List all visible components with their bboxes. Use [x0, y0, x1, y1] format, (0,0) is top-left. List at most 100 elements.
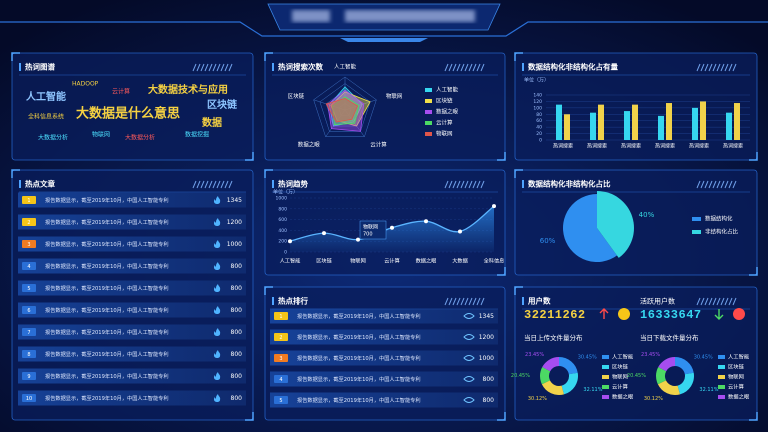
panel-title: 热点排行 — [278, 296, 308, 306]
title-stripe — [208, 180, 213, 189]
title-stripe — [696, 63, 701, 72]
y-tick-label: 100 — [533, 105, 542, 111]
x-tick-label: 热词搜索 — [621, 143, 641, 150]
list-row — [270, 329, 498, 345]
legend-label: 云计算 — [728, 383, 745, 391]
title-marker — [272, 180, 274, 188]
legend-swatch — [602, 385, 609, 389]
user-icon — [618, 308, 630, 320]
rank-badge — [22, 372, 36, 380]
title-stripe — [696, 297, 701, 306]
rank-badge — [22, 196, 36, 204]
panel-title: 热词趋势 — [278, 179, 308, 189]
title-stripe — [452, 63, 457, 72]
title-stripe — [476, 180, 481, 189]
list-row — [18, 346, 246, 362]
row-count: 800 — [231, 373, 243, 380]
radar-ring — [319, 83, 371, 132]
title-marker — [522, 63, 524, 71]
x-tick-label: 全科信息 — [484, 257, 505, 265]
title-stripe — [204, 63, 209, 72]
title-stripe — [708, 63, 713, 72]
donut-label: 23.45% — [641, 352, 660, 358]
row-count: 800 — [231, 395, 243, 402]
bar — [700, 101, 706, 140]
title-marker — [272, 63, 274, 71]
donut-slice — [559, 357, 578, 375]
row-text: 报告数据显示，截至2019年10月，中国人工智能专利 — [45, 372, 169, 380]
tooltip — [359, 220, 387, 240]
title-stripe — [716, 63, 721, 72]
panel-title: 数据结构化非结构化占有量 — [528, 62, 618, 72]
title-stripe — [696, 180, 701, 189]
legend-swatch — [692, 217, 701, 221]
donut-label: 23.45% — [525, 352, 544, 358]
rank-number: 4 — [27, 264, 30, 270]
title-stripe — [716, 180, 721, 189]
title-stripe — [196, 180, 201, 189]
row-count: 1345 — [227, 197, 242, 204]
list-row — [270, 308, 498, 324]
x-tick-label: 区块链 — [316, 257, 332, 265]
title-marker — [522, 297, 524, 305]
title-stripe — [224, 63, 229, 72]
title-stripe — [480, 180, 485, 189]
panel-title: 用户数 — [528, 296, 551, 306]
title-stripe — [720, 63, 725, 72]
line-point — [492, 204, 496, 209]
legend-label: 云计算 — [436, 119, 453, 127]
bar — [692, 107, 698, 140]
legend-swatch — [602, 355, 609, 359]
radar-axis — [344, 99, 377, 111]
flame-icon — [213, 306, 221, 314]
x-tick-label: 热词搜索 — [655, 143, 675, 150]
line-point — [424, 219, 428, 224]
row-count: 800 — [231, 285, 243, 292]
rank-number: 3 — [27, 242, 30, 248]
title-stripe — [200, 63, 205, 72]
row-text: 报告数据显示，截至2019年10月，中国人工智能专利 — [297, 312, 421, 320]
title-marker — [19, 180, 21, 188]
title-stripe — [444, 180, 449, 189]
x-tick-label: 热词搜索 — [689, 143, 709, 150]
axis-unit: 单位（万） — [524, 77, 549, 84]
title-stripe — [732, 297, 737, 306]
title-marker — [272, 297, 274, 305]
y-tick-label: 20 — [536, 131, 542, 137]
legend-label: 云计算 — [612, 383, 629, 391]
x-tick-label: 人工智能 — [280, 257, 301, 265]
list-row — [18, 258, 246, 274]
line-point — [458, 229, 462, 234]
legend-label: 数据结构化 — [705, 215, 733, 223]
title-stripe — [456, 63, 461, 72]
bar — [632, 104, 638, 140]
title-stripe — [196, 63, 201, 72]
row-text: 报告数据显示，截至2019年10月，中国人工智能专利 — [45, 306, 169, 314]
row-count: 1000 — [479, 355, 494, 362]
rank-badge — [274, 396, 288, 404]
title-stripe — [456, 180, 461, 189]
title-stripe — [724, 297, 729, 306]
row-count: 1000 — [227, 241, 242, 248]
title-stripe — [208, 63, 213, 72]
panel-title: 热点文章 — [25, 179, 55, 189]
rank-number: 4 — [279, 377, 282, 383]
list-row — [18, 236, 246, 252]
title-stripe — [700, 297, 705, 306]
fire-icon — [733, 308, 745, 320]
y-tick-label: 400 — [278, 228, 287, 234]
row-text: 报告数据显示，截至2019年10月，中国人工智能专利 — [45, 328, 169, 336]
rank-badge — [22, 306, 36, 314]
list-row — [18, 214, 246, 230]
donut-label: 20.45% — [511, 373, 530, 379]
blurred-title — [345, 10, 475, 22]
row-text: 报告数据显示，截至2019年10月，中国人工智能专利 — [45, 218, 169, 226]
donut-slice — [656, 367, 667, 385]
flame-icon — [213, 196, 221, 204]
donut-label: 30.45% — [578, 354, 597, 360]
donut-title: 当日下载文件量分布 — [640, 333, 699, 342]
title-stripe — [704, 297, 709, 306]
title-stripe — [452, 180, 457, 189]
title-stripe — [468, 297, 473, 306]
